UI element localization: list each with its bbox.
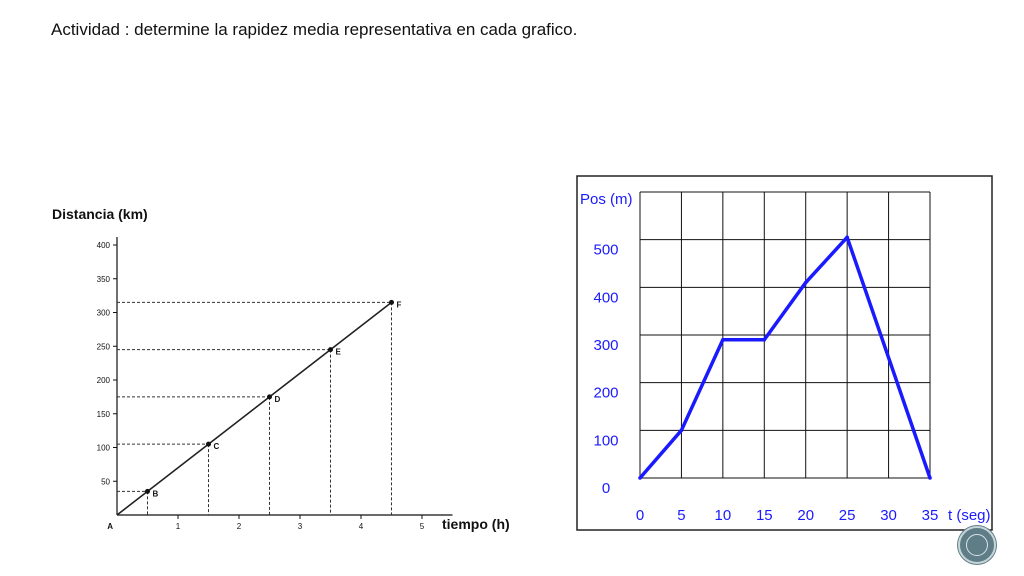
data-point	[762, 337, 767, 342]
point-label: F	[397, 300, 402, 309]
data-point-c	[206, 441, 211, 447]
x-tick-label: 5	[420, 522, 425, 531]
data-point	[679, 428, 684, 433]
x-tick-label: 4	[359, 522, 364, 531]
data-point	[803, 280, 808, 285]
y-tick-label: 150	[97, 410, 111, 419]
slide-nav-button[interactable]	[958, 526, 996, 564]
y-tick-label: 250	[97, 342, 111, 351]
nav-circle-icon	[966, 534, 988, 556]
y-tick-label: 100	[97, 444, 111, 453]
point-label: B	[153, 489, 159, 498]
y-axis-title: Pos (m)	[580, 191, 633, 208]
slide-title: Actividad : determine la rapidez media r…	[51, 20, 578, 39]
x-tick-label: 3	[298, 522, 303, 531]
distance-line	[116, 301, 392, 516]
point-label: C	[214, 442, 220, 451]
x-tick-label: 1	[176, 522, 181, 531]
y-tick-label: 300	[593, 337, 618, 354]
x-tick-label: 0	[636, 507, 644, 524]
y-tick-label: 50	[101, 477, 110, 486]
y-tick-label: 300	[97, 309, 111, 318]
y-axis-title: Distancia (km)	[52, 206, 148, 222]
y-tick-label: 100	[593, 432, 618, 449]
x-tick-label: 10	[715, 507, 732, 524]
point-label: A	[107, 522, 113, 531]
y-tick-label: 200	[97, 376, 111, 385]
distance-time-chart: Distancia (km) tiempo (h) 50 100 150 200 250 30…	[52, 206, 510, 532]
position-time-chart: Pos (m) t (seg) 0 100 200 300 400 500 0 5 10 15 20 25…	[576, 175, 993, 531]
y-tick-label: 400	[593, 289, 618, 306]
x-tick-label: 20	[797, 507, 814, 524]
x-tick-label: 15	[756, 507, 773, 524]
y-tick-label: 350	[97, 275, 111, 284]
y-tick-label: 500	[593, 242, 618, 259]
x-tick-label: 25	[839, 507, 856, 524]
x-axis-title: t (seg)	[948, 507, 991, 524]
x-tick-label: 30	[880, 507, 897, 524]
x-tick-label: 5	[677, 507, 685, 524]
x-tick-label: 2	[237, 522, 242, 531]
y-tick-label: 0	[602, 480, 610, 497]
data-point-b	[145, 488, 150, 494]
data-point	[928, 476, 932, 480]
y-tick-label: 200	[593, 385, 618, 402]
data-point-f	[389, 299, 394, 305]
data-point-e	[328, 347, 333, 353]
x-tick-label: 35	[922, 507, 939, 524]
point-label: D	[275, 395, 281, 404]
data-point-d	[267, 394, 272, 400]
data-point	[845, 235, 849, 240]
y-tick-label: 400	[97, 241, 111, 250]
point-label: E	[336, 348, 342, 357]
data-point	[638, 476, 642, 480]
data-point	[721, 337, 725, 342]
x-axis-title: tiempo (h)	[442, 516, 510, 532]
